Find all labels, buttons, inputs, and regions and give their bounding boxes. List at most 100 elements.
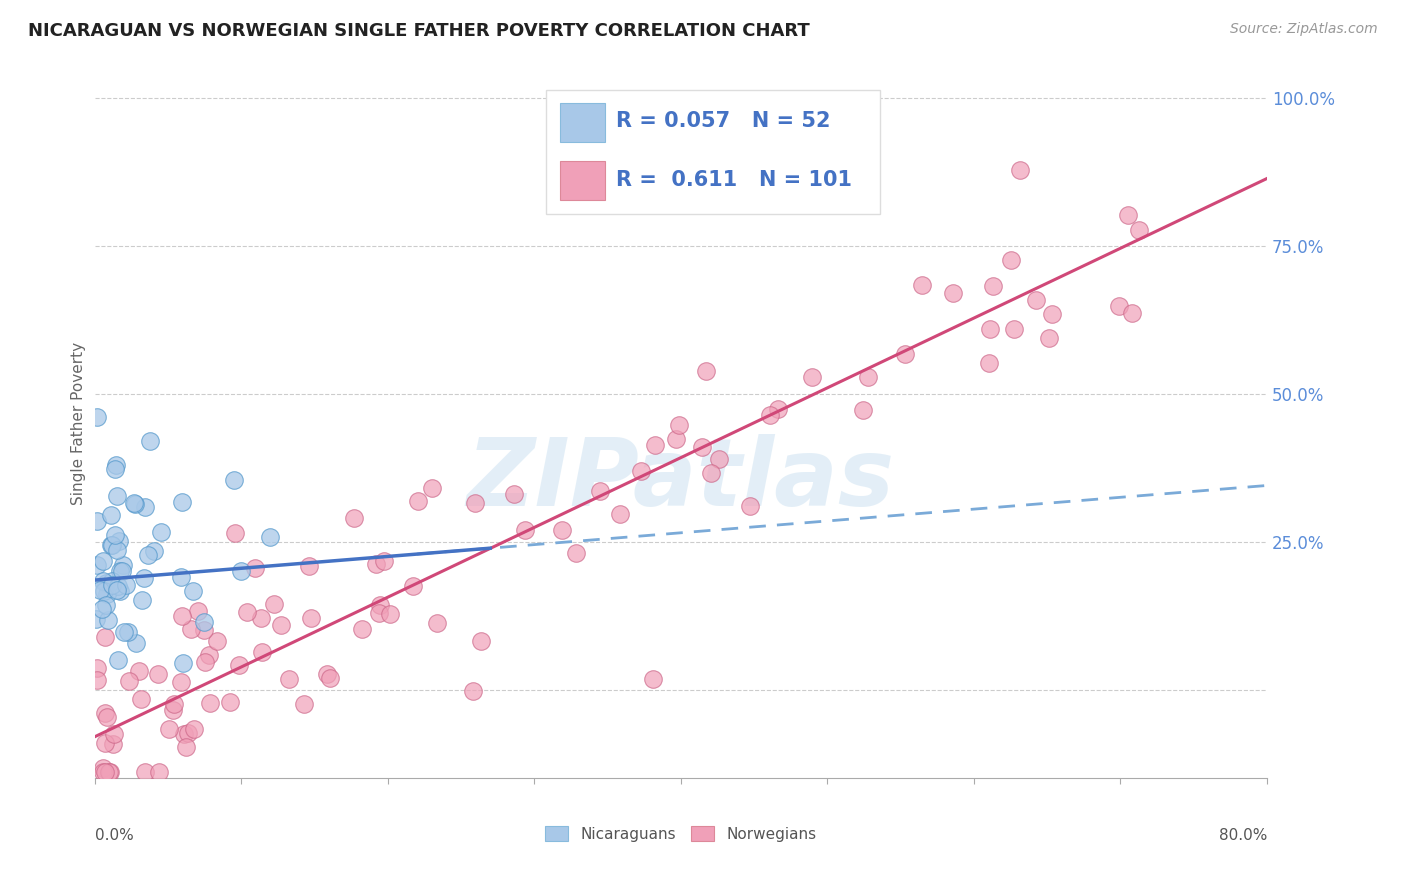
- Point: [107, 579, 129, 593]
- Point: [198, 696, 221, 710]
- Point: [856, 369, 879, 384]
- Point: [118, 673, 141, 688]
- Point: [664, 432, 686, 446]
- Text: ZIPatlas: ZIPatlas: [467, 434, 894, 526]
- Point: [94, 736, 117, 750]
- Point: [352, 622, 374, 636]
- Point: [299, 611, 322, 625]
- Point: [224, 526, 246, 541]
- Point: [229, 564, 252, 578]
- Point: [163, 697, 186, 711]
- Point: [228, 658, 250, 673]
- Point: [695, 363, 717, 377]
- Point: [170, 609, 193, 624]
- Point: [128, 664, 150, 678]
- Point: [148, 765, 170, 780]
- Point: [1121, 306, 1143, 320]
- Point: [104, 458, 127, 472]
- Point: [979, 322, 1001, 336]
- Point: [107, 653, 129, 667]
- Point: [1002, 322, 1025, 336]
- Point: [502, 487, 524, 501]
- Point: [700, 466, 723, 480]
- Point: [112, 624, 135, 639]
- Point: [122, 496, 145, 510]
- Point: [768, 402, 790, 417]
- Point: [94, 765, 117, 780]
- Point: [96, 709, 118, 723]
- Point: [139, 434, 162, 449]
- Point: [100, 538, 122, 552]
- Point: [86, 661, 108, 675]
- Point: [977, 356, 1000, 370]
- Point: [162, 703, 184, 717]
- Point: [105, 583, 128, 598]
- Point: [143, 543, 166, 558]
- Point: [1000, 252, 1022, 267]
- Point: [373, 554, 395, 568]
- Point: [316, 667, 339, 681]
- Point: [270, 618, 292, 632]
- Point: [93, 574, 115, 589]
- Point: [108, 564, 131, 578]
- Point: [105, 489, 128, 503]
- Point: [134, 500, 156, 514]
- Point: [111, 564, 134, 578]
- Point: [1025, 293, 1047, 307]
- Point: [319, 671, 342, 685]
- Point: [852, 402, 875, 417]
- Point: [94, 630, 117, 644]
- Point: [96, 598, 118, 612]
- Text: Source: ZipAtlas.com: Source: ZipAtlas.com: [1230, 22, 1378, 37]
- Point: [589, 483, 612, 498]
- Point: [193, 623, 215, 637]
- Point: [108, 583, 131, 598]
- Point: [150, 524, 173, 539]
- Point: [235, 605, 257, 619]
- Point: [194, 655, 217, 669]
- Point: [100, 578, 122, 592]
- Point: [91, 554, 114, 568]
- Point: [86, 410, 108, 425]
- Point: [125, 636, 148, 650]
- Point: [181, 583, 204, 598]
- Point: [86, 514, 108, 528]
- FancyBboxPatch shape: [560, 103, 605, 142]
- Point: [1040, 308, 1063, 322]
- Point: [86, 673, 108, 687]
- Point: [709, 451, 731, 466]
- Point: [117, 625, 139, 640]
- Point: [180, 622, 202, 636]
- Point: [551, 523, 574, 537]
- Text: 80.0%: 80.0%: [1219, 828, 1267, 843]
- Point: [177, 726, 200, 740]
- Point: [643, 673, 665, 687]
- Point: [219, 695, 242, 709]
- Point: [565, 546, 588, 560]
- Point: [103, 726, 125, 740]
- Point: [1128, 223, 1150, 237]
- Point: [250, 610, 273, 624]
- Point: [259, 530, 281, 544]
- Point: [96, 587, 118, 601]
- Point: [368, 606, 391, 620]
- Point: [103, 737, 125, 751]
- Point: [105, 543, 128, 558]
- Point: [86, 558, 108, 572]
- Point: [174, 739, 197, 754]
- Point: [173, 727, 195, 741]
- Point: [98, 765, 121, 780]
- Point: [250, 645, 273, 659]
- Point: [426, 616, 449, 631]
- Point: [97, 613, 120, 627]
- Point: [131, 592, 153, 607]
- Point: [207, 633, 229, 648]
- Point: [364, 557, 387, 571]
- Point: [609, 507, 631, 521]
- Point: [170, 675, 193, 690]
- Point: [644, 438, 666, 452]
- Point: [378, 607, 401, 621]
- Point: [98, 765, 121, 780]
- Point: [100, 538, 122, 552]
- Point: [132, 570, 155, 584]
